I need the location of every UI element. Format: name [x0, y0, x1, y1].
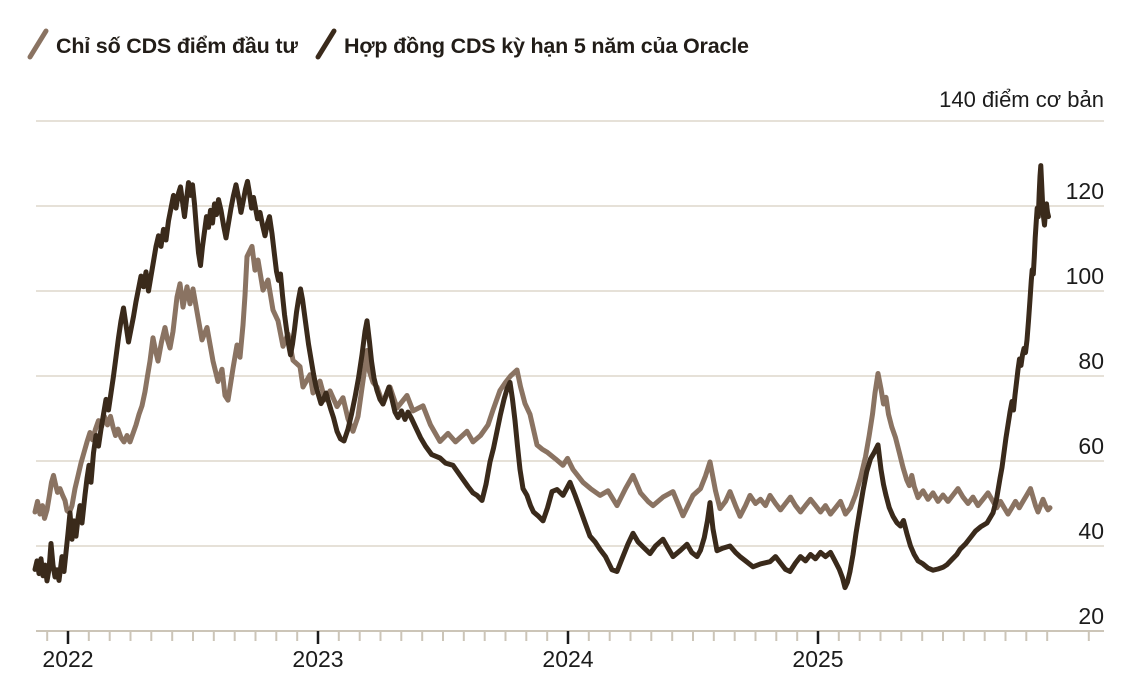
y-tick-label-100: 100: [1066, 263, 1104, 289]
slash-marker-icon: [315, 28, 337, 60]
y-tick-label-120: 120: [1066, 178, 1104, 204]
y-axis-labels: 120 100 80 60 40 20: [1066, 178, 1104, 629]
slash-marker-icon: [27, 28, 49, 60]
line-series: [32, 163, 1053, 591]
y-tick-label-20: 20: [1078, 603, 1104, 629]
legend-item-oracle-cds: Hợp đồng CDS kỳ hạn 5 năm của Oracle: [315, 28, 749, 60]
series-line-1: [32, 163, 1051, 591]
x-tick-label-2025: 2025: [792, 646, 843, 672]
y-axis-unit-label: 140 điểm cơ bản: [939, 87, 1104, 112]
legend-item-cds-index: Chỉ số CDS điểm đầu tư: [27, 28, 299, 60]
x-tick-label-2023: 2023: [292, 646, 343, 672]
series-line-0: [32, 243, 1053, 521]
x-tick-label-2022: 2022: [42, 646, 93, 672]
x-axis: [36, 630, 1104, 644]
legend: Chỉ số CDS điểm đầu tư Hợp đồng CDS kỳ h…: [27, 28, 749, 60]
y-tick-label-40: 40: [1078, 518, 1104, 544]
legend-label-cds-index: Chỉ số CDS điểm đầu tư: [56, 34, 298, 58]
y-tick-label-80: 80: [1078, 348, 1104, 374]
legend-label-oracle-cds: Hợp đồng CDS kỳ hạn 5 năm của Oracle: [344, 34, 749, 58]
x-tick-label-2024: 2024: [542, 646, 593, 672]
x-axis-labels: 2022 2023 2024 2025: [42, 646, 843, 672]
y-tick-label-60: 60: [1078, 433, 1104, 459]
